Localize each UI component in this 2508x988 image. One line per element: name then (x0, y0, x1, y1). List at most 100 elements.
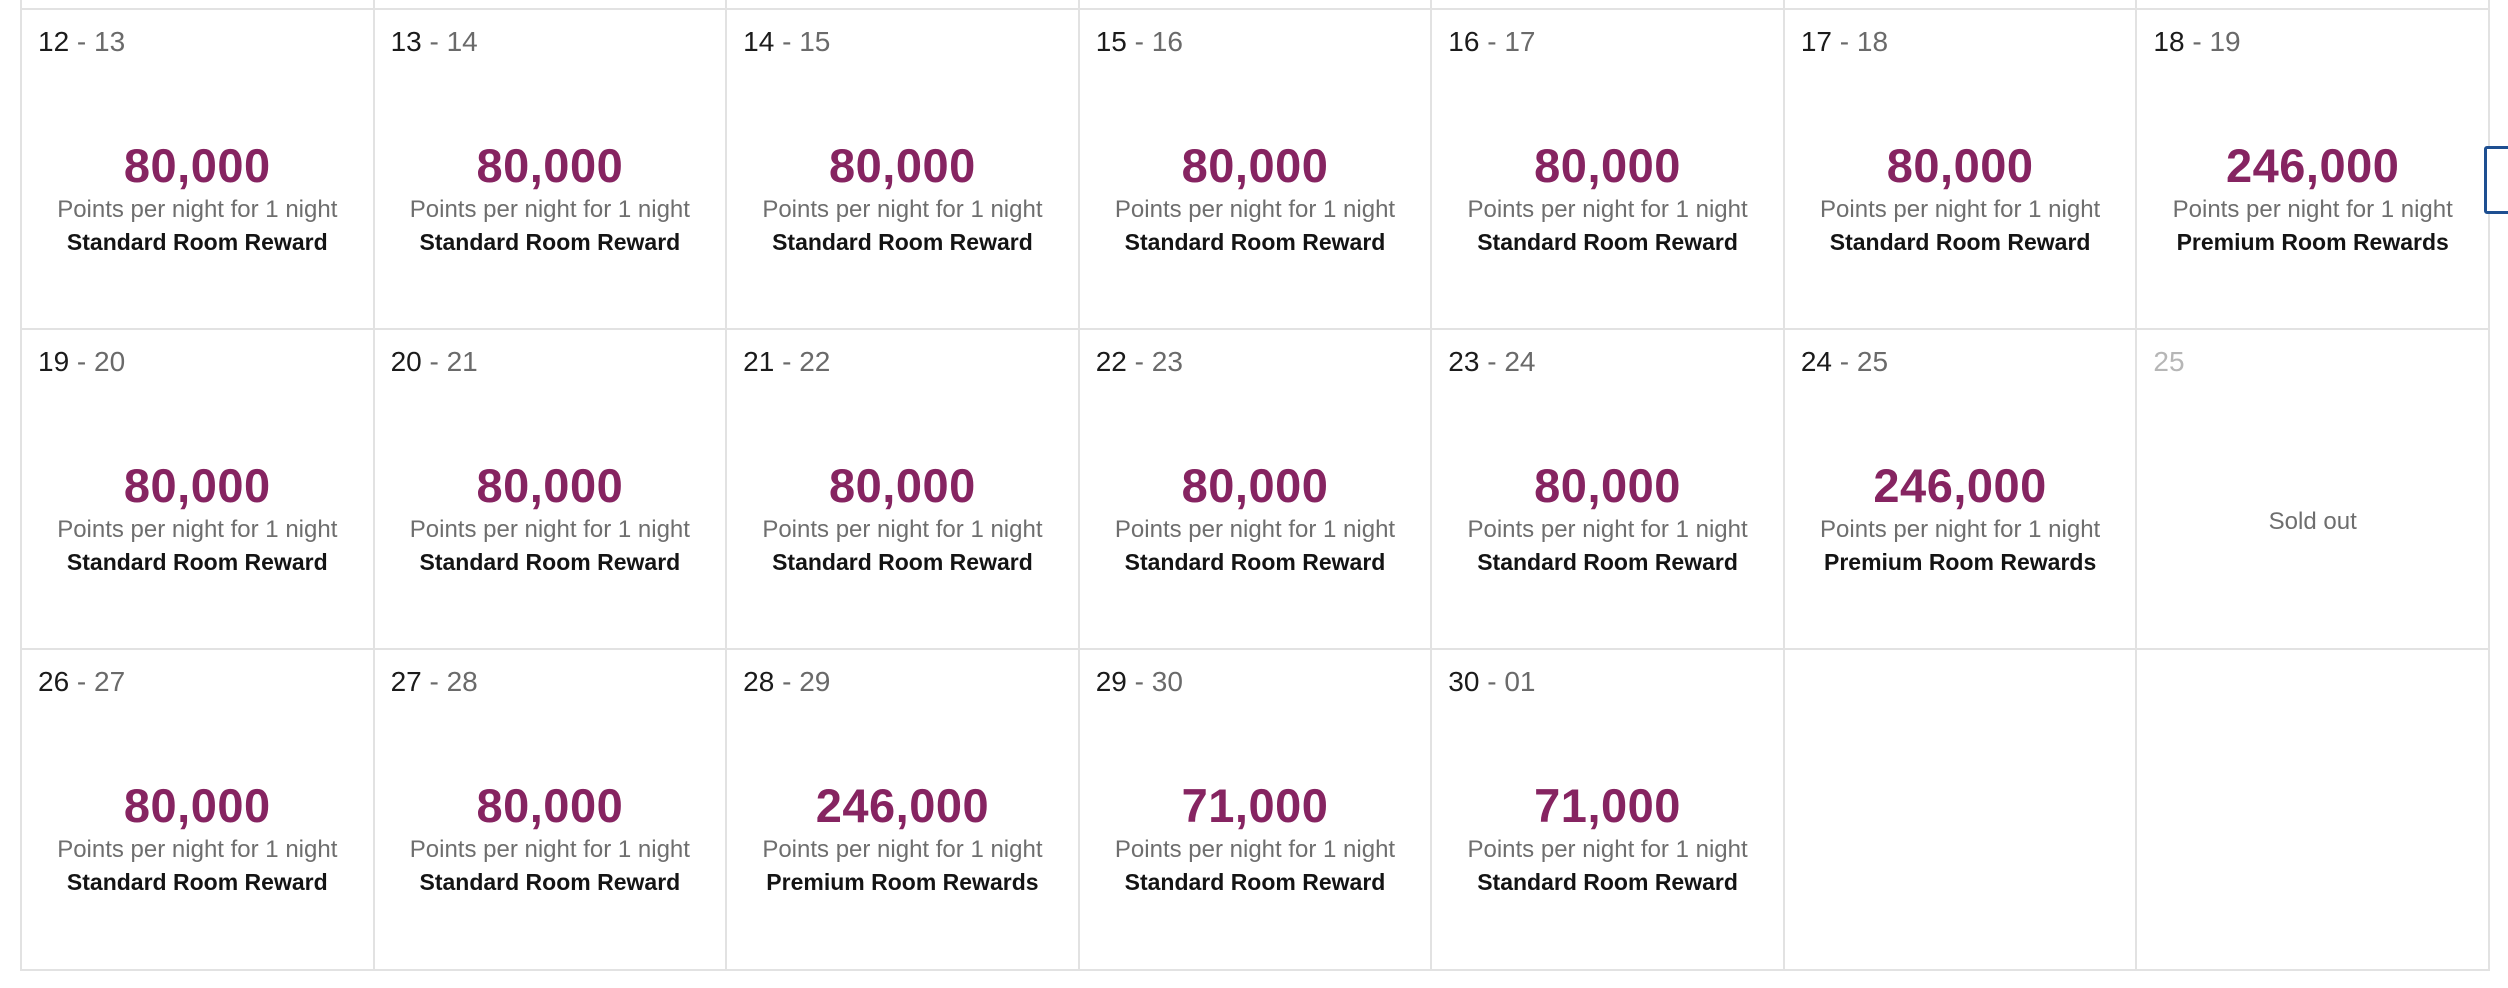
check-in-day: 22 (1095, 346, 1127, 377)
check-in-day: 28 (743, 666, 775, 697)
points-price: 246,000 (815, 779, 990, 832)
calendar-day-cell[interactable]: 19 - 20 80,000 Points per night for 1 ni… (22, 330, 375, 650)
calendar-day-cell[interactable]: 13 - 14 80,000 Points per night for 1 ni… (374, 10, 728, 330)
check-out-day: 17 (1504, 26, 1536, 57)
calendar-day-cell[interactable]: 24 - 25 246,000 Points per night for 1 n… (1784, 330, 2138, 650)
rate-info: 80,000 Points per night for 1 night Stan… (375, 458, 726, 578)
points-price: 246,000 (1873, 459, 2047, 512)
date-range: 18 - 19 (2153, 26, 2241, 57)
rate-info: 80,000 Points per night for 1 night Stan… (375, 778, 726, 898)
points-price: 71,000 (1181, 779, 1329, 832)
date-range: 14 - 15 (743, 26, 831, 57)
reward-type: Standard Room Reward (1829, 229, 2091, 255)
calendar-day-cell[interactable]: 30 - 01 71,000 Points per night for 1 ni… (1432, 650, 1785, 971)
check-out-day: 27 (94, 666, 126, 697)
rate-info: 71,000 Points per night for 1 night Stan… (1432, 778, 1783, 898)
points-per-night-label: Points per night for 1 night (1820, 516, 2101, 543)
points-price: 80,000 (123, 779, 271, 832)
previous-week-strip (2137, 0, 2490, 10)
calendar-day-cell[interactable]: 29 - 30 71,000 Points per night for 1 ni… (1080, 650, 1433, 971)
calendar-day-cell[interactable]: 14 - 15 80,000 Points per night for 1 ni… (727, 10, 1080, 330)
check-in-day: 19 (38, 346, 70, 377)
reward-type: Standard Room Reward (1124, 869, 1386, 895)
rate-info: 246,000 Points per night for 1 night Pre… (727, 778, 1078, 898)
check-out-day: 20 (94, 346, 126, 377)
points-per-night-label: Points per night for 1 night (409, 836, 690, 863)
rate-info: 80,000 Points per night for 1 night Stan… (1432, 138, 1783, 258)
reward-type: Standard Room Reward (1477, 869, 1738, 895)
reward-type: Standard Room Reward (1124, 549, 1386, 575)
calendar-day-cell[interactable]: 18 - 19 246,000 Points per night for 1 n… (2137, 10, 2490, 330)
check-out-day: 30 (1151, 666, 1183, 697)
reward-type: Standard Room Reward (419, 229, 681, 255)
calendar-day-cell[interactable]: 21 - 22 80,000 Points per night for 1 ni… (727, 330, 1080, 650)
date-range: 29 - 30 (1095, 666, 1183, 697)
points-per-night-label: Points per night for 1 night (1114, 516, 1396, 543)
previous-week-strip (22, 0, 375, 10)
points-price: 80,000 (1886, 139, 2034, 192)
calendar-day-cell[interactable]: 28 - 29 246,000 Points per night for 1 n… (727, 650, 1080, 971)
calendar-day-cell[interactable]: 16 - 17 80,000 Points per night for 1 ni… (1432, 10, 1785, 330)
date-range: 17 - 18 (1800, 26, 1889, 57)
check-in-day: 14 (743, 26, 775, 57)
check-in-day: 27 (390, 666, 422, 697)
date-range: 16 - 17 (1448, 26, 1536, 57)
rate-info: 246,000 Points per night for 1 night Pre… (1785, 458, 2136, 578)
rate-info: 80,000 Points per night for 1 night Stan… (22, 138, 373, 258)
date-range: 21 - 22 (743, 346, 831, 377)
calendar-day-cell[interactable]: 27 - 28 80,000 Points per night for 1 ni… (375, 650, 728, 971)
points-per-night-label: Points per night for 1 night (1467, 516, 1748, 543)
check-in-day: 18 (2153, 26, 2185, 57)
sold-out-label: Sold out (2268, 508, 2357, 535)
reward-type: Standard Room Reward (66, 869, 328, 895)
points-price: 80,000 (1181, 139, 1329, 192)
date-range: 30 - 01 (1448, 666, 1536, 697)
points-price: 80,000 (829, 459, 976, 512)
check-out-day: 16 (1151, 26, 1183, 57)
reward-type: Standard Room Reward (1477, 549, 1738, 575)
calendar-day-cell[interactable]: 17 - 18 80,000 Points per night for 1 ni… (1784, 10, 2138, 330)
points-price: 80,000 (123, 459, 271, 512)
rate-info: 80,000 Points per night for 1 night Stan… (727, 138, 1078, 258)
previous-week-strip (1432, 0, 1785, 10)
reward-type: Standard Room Reward (1124, 229, 1386, 255)
calendar-day-cell[interactable]: 12 - 13 80,000 Points per night for 1 ni… (22, 10, 375, 330)
next-month-button[interactable] (2484, 146, 2508, 214)
reward-type: Standard Room Reward (66, 549, 328, 575)
reward-type: Standard Room Reward (419, 869, 681, 895)
date-range: 24 - 25 (1800, 346, 1889, 377)
points-per-night-label: Points per night for 1 night (1467, 836, 1748, 863)
rate-info: 246,000 Points per night for 1 night Pre… (2137, 138, 2488, 258)
calendar-day-cell[interactable]: 20 - 21 80,000 Points per night for 1 ni… (374, 330, 728, 650)
check-out-day: 01 (1504, 666, 1536, 697)
rate-info: 80,000 Points per night for 1 night Stan… (1432, 458, 1783, 578)
points-per-night-label: Points per night for 1 night (409, 196, 690, 223)
rate-info: 80,000 Points per night for 1 night Stan… (1785, 138, 2136, 258)
points-price: 80,000 (476, 139, 624, 192)
reward-type: Standard Room Reward (1477, 229, 1738, 255)
calendar-day-cell[interactable]: 22 - 23 80,000 Points per night for 1 ni… (1079, 330, 1433, 650)
rate-info: 71,000 Points per night for 1 night Stan… (1080, 778, 1431, 898)
rate-info: 80,000 Points per night for 1 night Stan… (22, 778, 373, 898)
points-per-night-label: Points per night for 1 night (409, 516, 690, 543)
points-price: 80,000 (123, 139, 271, 192)
reward-type: Standard Room Reward (419, 549, 681, 575)
date-range: 23 - 24 (1448, 346, 1536, 377)
previous-week-strip (1784, 0, 2138, 10)
check-in-day: 15 (1095, 26, 1127, 57)
rate-info: 80,000 Points per night for 1 night Stan… (375, 138, 726, 258)
check-out-day: 28 (446, 666, 478, 697)
points-per-night-label: Points per night for 1 night (762, 836, 1043, 863)
check-out-day: 24 (1504, 346, 1536, 377)
calendar-day-cell[interactable]: 26 - 27 80,000 Points per night for 1 ni… (22, 650, 375, 971)
calendar-day-cell[interactable]: 15 - 16 80,000 Points per night for 1 ni… (1079, 10, 1433, 330)
date-range: 28 - 29 (743, 666, 831, 697)
rate-info: 80,000 Points per night for 1 night Stan… (727, 458, 1078, 578)
check-in-day: 26 (38, 666, 70, 697)
check-in-day: 12 (38, 26, 70, 57)
points-price: 71,000 (1534, 779, 1681, 832)
calendar-day-cell[interactable]: 23 - 24 80,000 Points per night for 1 ni… (1432, 330, 1785, 650)
points-price: 80,000 (476, 459, 624, 512)
check-in-day: 25 (2153, 346, 2185, 377)
reward-type: Standard Room Reward (66, 229, 328, 255)
